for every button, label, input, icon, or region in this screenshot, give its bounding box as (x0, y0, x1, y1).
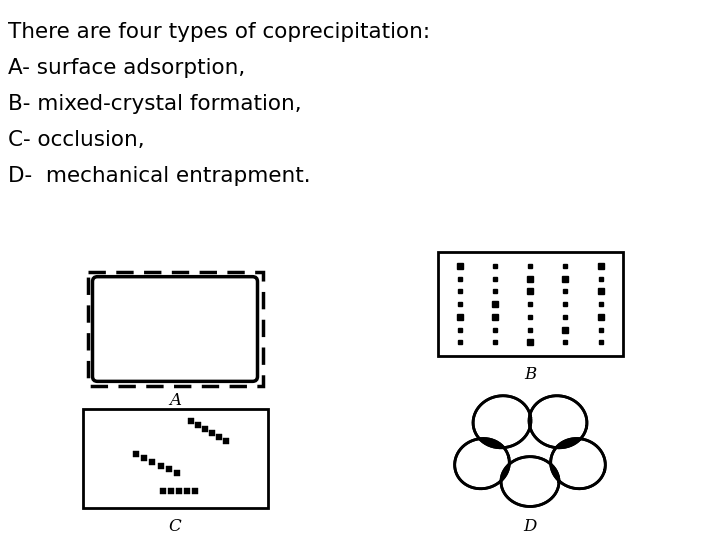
Text: D: D (523, 518, 536, 536)
Text: B: B (524, 367, 536, 383)
Text: B- mixed-crystal formation,: B- mixed-crystal formation, (8, 94, 302, 114)
Bar (83, 409, 268, 509)
Bar (438, 252, 623, 356)
Polygon shape (454, 438, 509, 489)
Polygon shape (529, 396, 587, 448)
Text: A: A (169, 393, 181, 409)
Text: There are four types of coprecipitation:: There are four types of coprecipitation: (8, 22, 430, 42)
Polygon shape (551, 438, 606, 489)
Bar (88, 272, 263, 386)
Text: A- surface adsorption,: A- surface adsorption, (8, 58, 246, 78)
Text: C: C (168, 518, 181, 536)
Polygon shape (501, 457, 559, 507)
Text: D-  mechanical entrapment.: D- mechanical entrapment. (8, 165, 310, 186)
Text: C- occlusion,: C- occlusion, (8, 130, 145, 150)
Polygon shape (473, 396, 531, 448)
